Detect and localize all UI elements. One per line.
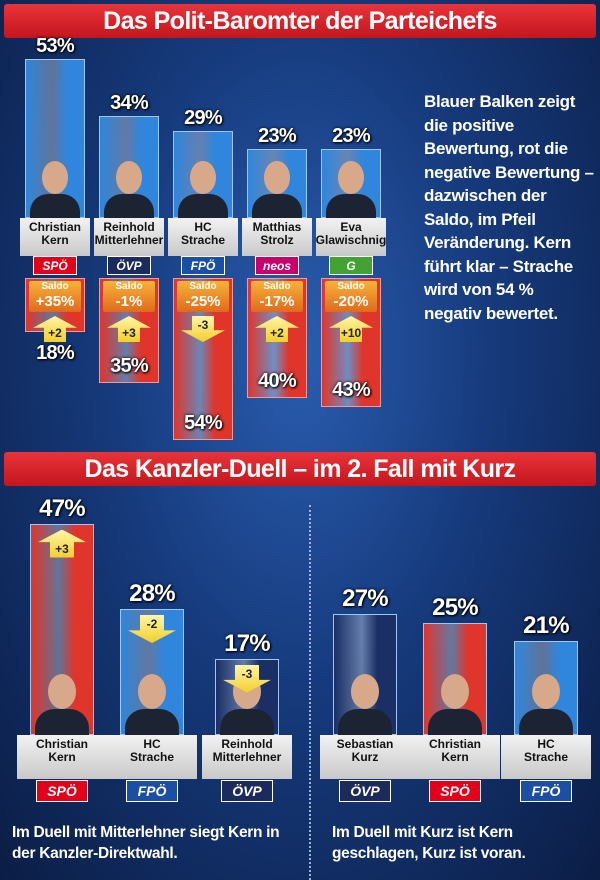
value-label: 25%: [432, 593, 478, 621]
value-label: 47%: [39, 494, 85, 522]
value-label: 28%: [129, 580, 175, 607]
value-label: 17%: [224, 629, 270, 657]
saldo-title: Saldo: [337, 281, 365, 292]
value-label: 23%: [258, 125, 296, 147]
party-logo: FPÖ: [520, 780, 572, 802]
value-label: 29%: [184, 107, 222, 129]
category-label: Reinhold Mitterlehner: [94, 220, 164, 247]
party-logo: neos: [255, 256, 299, 275]
value-label: 35%: [110, 355, 148, 377]
value-label: 53%: [36, 35, 74, 57]
portrait-body: [125, 709, 179, 735]
saldo-box: Saldo -1%: [103, 281, 155, 312]
name-box: Eva Glawischnig: [316, 218, 386, 256]
name-box: Christian Kern: [410, 735, 500, 779]
saldo-box: Saldo -25%: [177, 281, 229, 312]
party-logo: FPÖ: [126, 780, 178, 802]
portrait-body: [220, 709, 274, 735]
category-label: Christian Kern: [28, 220, 81, 247]
party-logo: ÖVP: [221, 780, 273, 802]
name-box: Reinhold Mitterlehner: [94, 218, 164, 256]
party-logo: SPÖ: [33, 256, 77, 275]
category-label: HC Strache: [523, 737, 569, 764]
name-box: Christian Kern: [17, 735, 107, 779]
portrait-body: [177, 194, 229, 218]
name-box: Sebastian Kurz: [320, 735, 410, 779]
saldo-title: Saldo: [263, 281, 291, 292]
portrait-body: [428, 709, 482, 735]
portrait-head: [263, 161, 291, 194]
category-label: Eva Glawischnig: [315, 220, 387, 247]
value-label: 34%: [110, 92, 148, 114]
category-label: Christian Kern: [428, 737, 481, 764]
value-label: 27%: [342, 584, 388, 612]
name-box: HC Strache: [501, 735, 591, 779]
value-label: 40%: [258, 370, 296, 392]
portrait-body: [519, 709, 573, 735]
portrait-head: [47, 674, 77, 710]
saldo-value: -1%: [115, 293, 143, 310]
portrait-head: [189, 161, 217, 194]
value-label: 21%: [523, 611, 569, 639]
value-label: 18%: [36, 342, 74, 364]
portrait-body: [338, 709, 392, 735]
portrait-body: [35, 709, 89, 735]
chart-title: Das Polit-Baromter der Parteichefs: [4, 4, 596, 38]
divider: [309, 505, 311, 880]
saldo-title: Saldo: [189, 281, 217, 292]
saldo-value: -20%: [333, 293, 369, 310]
category-label: Christian Kern: [35, 737, 88, 764]
saldo-value: -25%: [185, 293, 221, 310]
party-logo: SPÖ: [429, 780, 481, 802]
portrait-body: [29, 194, 81, 218]
saldo-title: Saldo: [115, 281, 143, 292]
category-label: HC Strache: [129, 737, 175, 764]
saldo-box: Saldo -17%: [251, 281, 303, 312]
category-label: Sebastian Kurz: [336, 737, 394, 764]
portrait-head: [350, 674, 380, 710]
portrait-head: [137, 674, 167, 710]
chart-title: Das Kanzler-Duell – im 2. Fall mit Kurz: [4, 452, 596, 486]
name-box: Reinhold Mitterlehner: [202, 735, 292, 779]
value-label: 43%: [332, 379, 370, 401]
party-logo: G: [329, 256, 373, 275]
portrait-head: [115, 161, 143, 194]
value-label: 23%: [332, 125, 370, 147]
category-label: HC Strache: [180, 220, 226, 247]
name-box: HC Strache: [107, 735, 197, 779]
portrait-body: [103, 194, 155, 218]
name-box: Matthias Strolz: [242, 218, 312, 256]
category-label: Matthias Strolz: [252, 220, 302, 247]
portrait-head: [531, 674, 561, 710]
portrait-head: [337, 161, 365, 194]
annotation: Blauer Balken zeigt die positive Bewertu…: [424, 92, 594, 323]
party-logo: ÖVP: [339, 780, 391, 802]
name-box: Christian Kern: [20, 218, 90, 256]
caption: Im Duell mit Kurz ist Kern geschlagen, K…: [332, 824, 526, 862]
portrait-body: [325, 194, 377, 218]
saldo-value: -17%: [259, 293, 295, 310]
party-logo: FPÖ: [181, 256, 225, 275]
portrait-body: [251, 194, 303, 218]
saldo-box: Saldo +35%: [29, 281, 81, 312]
portrait-head: [41, 161, 69, 194]
caption: Im Duell mit Mitterlehner siegt Kern in …: [12, 824, 280, 862]
saldo-box: Saldo -20%: [325, 281, 377, 312]
value-label: 54%: [184, 412, 222, 434]
category-label: Reinhold Mitterlehner: [212, 737, 282, 764]
party-logo: ÖVP: [107, 256, 151, 275]
saldo-value: +35%: [35, 293, 75, 310]
portrait-head: [440, 674, 470, 710]
saldo-title: Saldo: [41, 281, 69, 292]
party-logo: SPÖ: [36, 780, 88, 802]
name-box: HC Strache: [168, 218, 238, 256]
